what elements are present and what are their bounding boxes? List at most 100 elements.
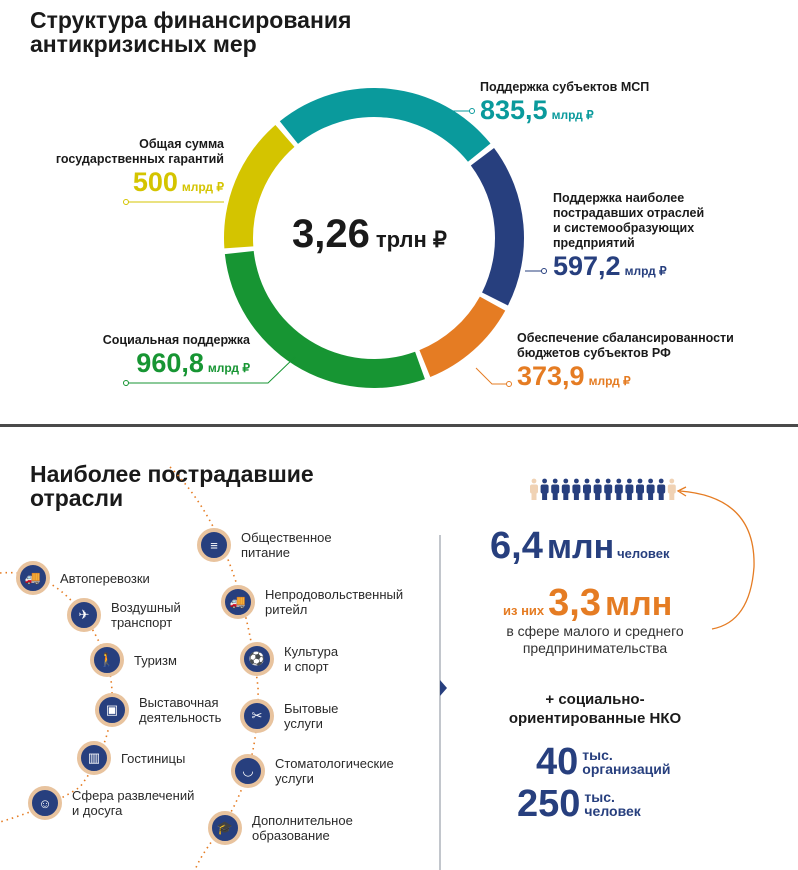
- industry-label: Дополнительное образование: [252, 813, 353, 843]
- industry-label: Гостиницы: [121, 750, 186, 766]
- stat-value: 3,3: [548, 582, 601, 624]
- delivery-truck-icon: 🚚: [221, 585, 255, 619]
- burger-icon: ≡: [197, 528, 231, 562]
- slice-unit: млрд ₽: [624, 264, 667, 278]
- person-icon: [593, 478, 602, 500]
- slice-unit: млрд ₽: [551, 108, 594, 122]
- label-text: пострадавших отраслей: [553, 206, 705, 220]
- slice-unit: млрд ₽: [588, 374, 631, 388]
- slice-unit: млрд ₽: [181, 180, 224, 194]
- label-text: Обеспечение сбалансированности: [517, 331, 734, 345]
- stat-unit: организаций: [582, 761, 671, 777]
- label-text: и системообразующих: [553, 221, 695, 235]
- heading-line: + социально-: [545, 691, 645, 708]
- donut-slice-4: [224, 124, 295, 249]
- arrow-head-icon: [676, 486, 687, 497]
- slice-value: 597,2: [553, 251, 621, 281]
- title-line: антикризисных мер: [30, 31, 257, 57]
- industry-label: Туризм: [134, 652, 177, 668]
- donut-slice-1: [470, 148, 524, 306]
- stat-value: 250: [517, 783, 581, 825]
- slice-value: 960,8: [136, 348, 204, 378]
- industry-label: Выставочная деятельность: [139, 695, 222, 725]
- person-icon: [540, 478, 549, 500]
- slice-value: 373,9: [517, 361, 585, 391]
- caption-line: в сфере малого и среднего: [506, 623, 684, 639]
- industry-label: Культура и спорт: [284, 644, 339, 674]
- tooth-icon: ◡: [231, 754, 265, 788]
- total-value: 3,26: [292, 212, 370, 256]
- section-divider: [0, 424, 798, 427]
- nko-heading: + социально- ориентированные НКО: [480, 690, 710, 728]
- industry-item: ≡ Общественное питание: [197, 528, 332, 562]
- scissors-icon: ✂: [240, 699, 274, 733]
- stat-unit: тыс.: [584, 789, 615, 805]
- stat-unit: млн: [604, 585, 673, 623]
- industry-item: 🚶 Туризм: [90, 643, 177, 677]
- curved-arrow: [679, 490, 755, 630]
- stat-value: 40: [536, 741, 579, 783]
- industry-item: ▣ Выставочная деятельность: [95, 693, 221, 727]
- title-line: отрасли: [30, 485, 124, 511]
- industry-label: Стоматологические услуги: [275, 756, 394, 786]
- industry-label: Общественное питание: [241, 530, 332, 560]
- industry-item: 🎓 Дополнительное образование: [208, 811, 353, 845]
- industry-item: 🚚 Автоперевозки: [16, 561, 150, 595]
- label-text: Социальная поддержка: [102, 333, 250, 347]
- leader-line-social: [126, 356, 296, 384]
- people-row: [530, 478, 676, 500]
- person-icon: [646, 478, 655, 500]
- person-icon: [530, 478, 538, 500]
- title-line: Наиболее пострадавшие: [30, 461, 314, 487]
- slice-label-social: Социальная поддержка 960,8 млрд ₽: [103, 333, 250, 383]
- industry-item: ▥ Гостиницы: [77, 741, 185, 775]
- industry-item: ◡ Стоматологические услуги: [231, 754, 394, 788]
- stat-orgs: 40 тыс. организаций: [536, 743, 670, 781]
- industry-label: Автоперевозки: [60, 570, 150, 586]
- industry-item: ⚽ Культура и спорт: [240, 642, 338, 676]
- person-icon: [667, 478, 676, 500]
- industry-label: Бытовые услуги: [284, 701, 339, 731]
- stat-unit: тыс.: [582, 747, 613, 763]
- label-text: Общая сумма: [139, 137, 224, 151]
- leader-dot: [541, 268, 547, 274]
- leader-dot: [123, 380, 129, 386]
- person-icon: [572, 478, 581, 500]
- donut-slice-0: [279, 87, 491, 162]
- slice-unit: млрд ₽: [207, 361, 250, 375]
- industry-label: Непродовольственный ритейл: [265, 587, 404, 617]
- truck-icon: 🚚: [16, 561, 50, 595]
- slice-label-branches: Поддержка наиболее пострадавших отраслей…: [553, 191, 704, 286]
- exhibition-icon: ▣: [95, 693, 129, 727]
- airplane-icon: ✈: [67, 598, 101, 632]
- leader-dot: [123, 199, 129, 205]
- section-title: Наиболее пострадавшие отрасли: [30, 462, 314, 510]
- total-unit: трлн ₽: [375, 227, 447, 252]
- slice-label-guarantees: Общая сумма государственных гарантий 500…: [56, 137, 224, 202]
- stat-prefix: из них: [503, 603, 545, 618]
- slice-value: 500: [132, 167, 178, 197]
- person-icon: [551, 478, 560, 500]
- slice-label-budget: Обеспечение сбалансированности бюджетов …: [517, 331, 734, 396]
- industry-label: Воздушный транспорт: [111, 600, 181, 630]
- leader-dot: [506, 381, 512, 387]
- donut-slice-3: [224, 251, 425, 389]
- stat-persons: 250 тыс. человек: [517, 785, 641, 823]
- slice-value: 835,5: [480, 95, 548, 125]
- soccer-ball-icon: ⚽: [240, 642, 274, 676]
- person-icon: [583, 478, 591, 500]
- label-text: государственных гарантий: [55, 152, 224, 166]
- hotel-icon: ▥: [77, 741, 111, 775]
- person-icon: [614, 478, 623, 500]
- arrow-marker-icon: [440, 680, 447, 696]
- leader-line-budget: [475, 367, 509, 385]
- title-line: Структура финансирования: [30, 7, 352, 33]
- industry-item: ☺ Сфера развлечений и досуга: [28, 786, 194, 820]
- caption-line: предпринимательства: [522, 640, 668, 656]
- industry-item: ✈ Воздушный транспорт: [67, 598, 181, 632]
- stat-unit: млн: [546, 528, 615, 566]
- chart-title: Структура финансирования антикризисных м…: [30, 8, 351, 56]
- donut-center-total: 3,26 трлн ₽: [292, 212, 447, 257]
- heading-line: ориентированные НКО: [508, 710, 682, 727]
- label-text: бюджетов субъектов РФ: [517, 346, 671, 360]
